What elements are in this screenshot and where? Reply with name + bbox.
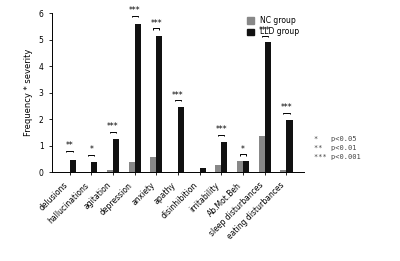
Bar bbox=[286, 120, 292, 172]
Text: ***: *** bbox=[150, 19, 162, 28]
Bar bbox=[150, 157, 156, 172]
Text: ***: *** bbox=[172, 91, 184, 99]
Text: ***: *** bbox=[259, 26, 270, 35]
Text: ***: *** bbox=[129, 6, 140, 15]
Text: ***: *** bbox=[281, 103, 292, 112]
Bar bbox=[178, 107, 184, 172]
Bar bbox=[221, 142, 228, 172]
Legend: NC group, LLD group: NC group, LLD group bbox=[246, 15, 300, 37]
Y-axis label: Frequency * severity: Frequency * severity bbox=[24, 49, 33, 136]
Bar bbox=[135, 24, 141, 172]
Bar bbox=[243, 161, 249, 172]
Bar bbox=[259, 137, 265, 172]
Text: *   p<0.05
**  p<0.01
*** p<0.001: * p<0.05 ** p<0.01 *** p<0.001 bbox=[314, 136, 361, 160]
Bar bbox=[113, 139, 119, 172]
Bar bbox=[156, 35, 162, 172]
Bar bbox=[265, 42, 271, 172]
Bar bbox=[70, 159, 76, 172]
Text: **: ** bbox=[66, 141, 74, 150]
Bar bbox=[215, 165, 221, 172]
Bar bbox=[128, 162, 135, 172]
Bar bbox=[107, 170, 113, 172]
Text: *: * bbox=[241, 145, 245, 154]
Bar bbox=[237, 161, 243, 172]
Bar bbox=[280, 170, 286, 172]
Text: ***: *** bbox=[216, 125, 227, 134]
Bar bbox=[200, 168, 206, 172]
Bar bbox=[91, 162, 97, 172]
Text: *: * bbox=[89, 145, 93, 155]
Text: ***: *** bbox=[107, 122, 119, 131]
